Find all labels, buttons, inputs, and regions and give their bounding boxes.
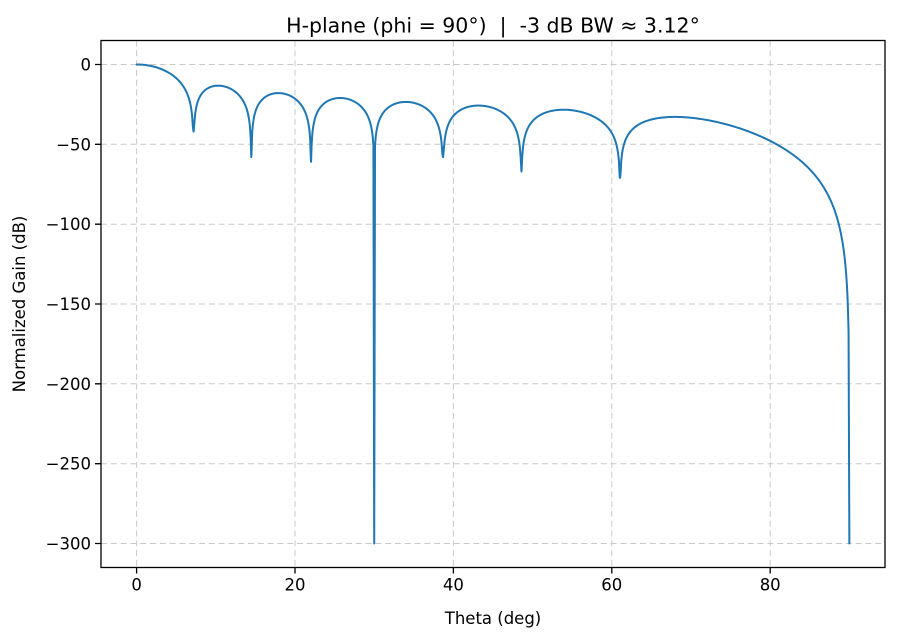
y-tick-labels: 0 −50 −100 −150 −200 −250 −300 [46,56,91,554]
y-tick-label: 0 [81,56,92,75]
y-tick-label: −250 [46,455,91,474]
gain-curve [135,63,851,545]
x-tick-label: 40 [443,576,464,595]
x-axis-label: Theta (deg) [444,609,542,628]
y-axis-label: Normalized Gain (dB) [10,216,29,393]
x-tick-label: 60 [601,576,622,595]
y-tick-label: −200 [46,375,91,394]
x-tick-labels: 0 20 40 60 80 [131,576,780,595]
x-tick-label: 0 [131,576,142,595]
y-tick-label: −100 [46,215,91,234]
x-tick-marks [135,567,771,574]
y-tick-label: −150 [46,295,91,314]
y-tick-marks [95,63,101,545]
x-tick-label: 20 [285,576,306,595]
x-tick-label: 80 [760,576,781,595]
y-gridlines [101,64,885,544]
chart-title: H-plane (phi = 90°) | -3 dB BW ≈ 3.12° [286,14,700,39]
y-tick-label: −50 [56,135,91,154]
y-tick-label: −300 [46,535,91,554]
